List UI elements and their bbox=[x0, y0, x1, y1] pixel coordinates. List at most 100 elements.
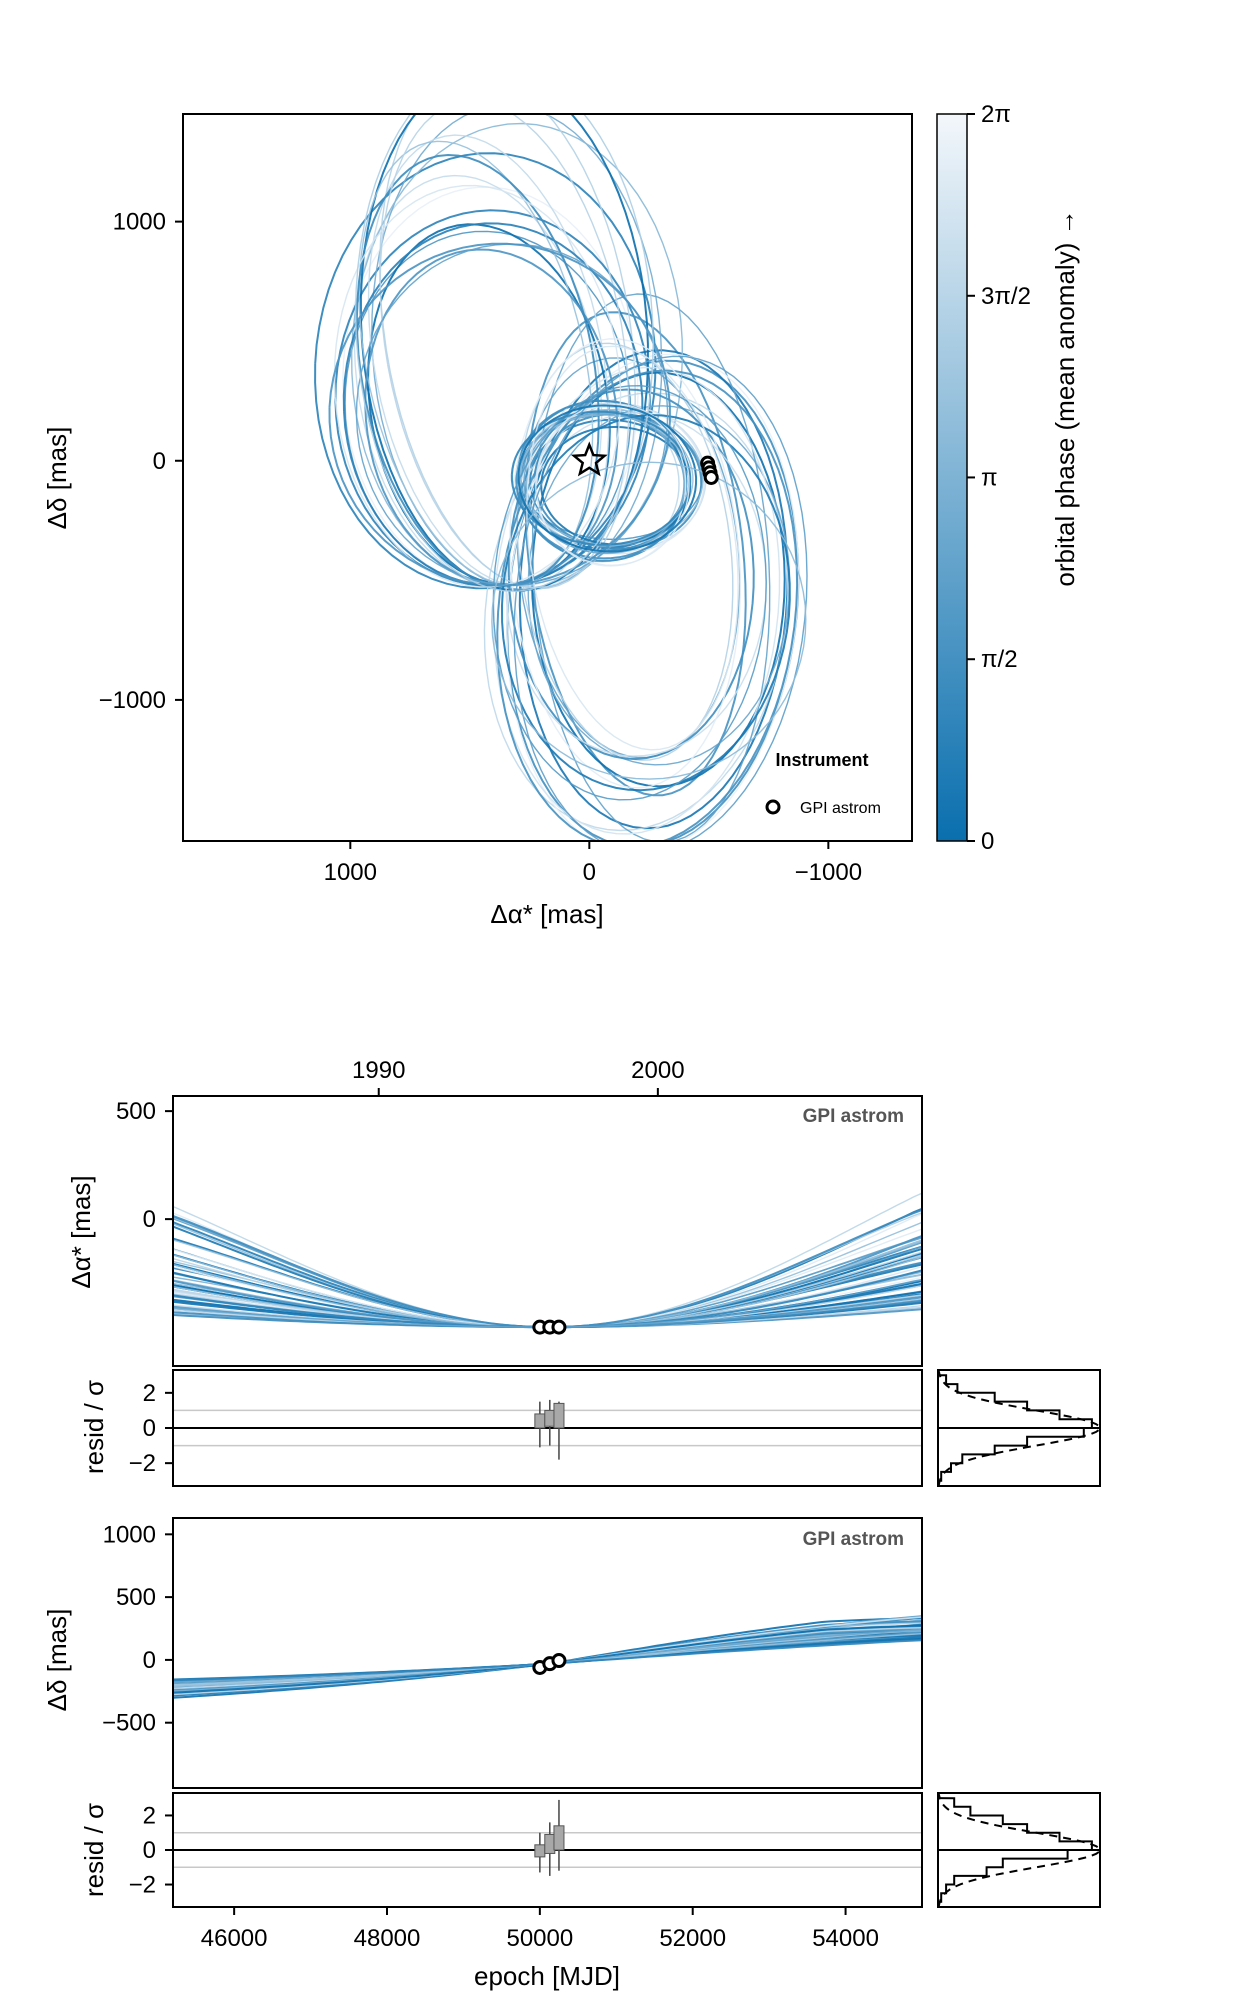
epoch-x-ticks: 46000 48000 50000 52000 54000 bbox=[201, 1907, 879, 1952]
sky-orbit-line bbox=[354, 114, 654, 592]
dec-observation-markers bbox=[532, 1653, 567, 1675]
dec-panel-label: GPI astrom bbox=[803, 1529, 904, 1550]
colorbar-tick-label: 2π bbox=[981, 101, 1011, 128]
dec-resid-box bbox=[544, 1833, 556, 1854]
sky-orbit-line bbox=[355, 243, 669, 587]
sky-plot: 1000 0 −1000 1000 0 −1000 Δα* [mas] Δδ [mas]… bbox=[42, 101, 1080, 929]
sky-x-tick-label: 1000 bbox=[324, 859, 377, 886]
legend-title: Instrument bbox=[775, 750, 868, 770]
sky-xlabel: Δα* [mas] bbox=[490, 899, 603, 929]
ra-resid-box bbox=[553, 1402, 565, 1429]
sky-orbit-line bbox=[358, 140, 594, 586]
legend: Instrument GPI astrom bbox=[765, 750, 881, 817]
ra-top-year-ticks: 1990 2000 bbox=[352, 1057, 685, 1096]
sky-orbit-line bbox=[314, 152, 657, 590]
sky-orbit-line bbox=[367, 134, 610, 587]
sky-y-tick-label: 0 bbox=[153, 448, 166, 475]
sky-orbit-line bbox=[526, 345, 739, 751]
colorbar-ticks: 0 π/2 π 3π/2 2π bbox=[967, 101, 1031, 855]
dec-ylabel: Δδ [mas] bbox=[42, 1609, 72, 1712]
sky-y-ticks: 1000 0 −1000 bbox=[99, 209, 183, 714]
ra-orbit-lines bbox=[173, 1192, 922, 1329]
legend-entry-gpi: GPI astrom bbox=[800, 800, 881, 817]
sky-orbit-line bbox=[492, 384, 767, 801]
ra-resid-y-tick-label: −2 bbox=[129, 1450, 156, 1477]
sky-orbit-line bbox=[534, 403, 690, 567]
sky-observation-point bbox=[703, 470, 719, 485]
ra-resid-histogram bbox=[937, 1369, 1102, 1487]
dec-observation-point bbox=[551, 1653, 567, 1669]
dec-orbit-line bbox=[173, 1629, 922, 1683]
epoch-x-tick-label: 46000 bbox=[201, 1925, 268, 1952]
dec-resid-boxes bbox=[534, 1799, 565, 1876]
dec-resid-y-tick-label: 2 bbox=[143, 1802, 156, 1829]
sky-orbit-line bbox=[520, 408, 704, 546]
dec-y-ticks: 1000 500 0 −500 bbox=[102, 1521, 173, 1737]
ra-time-plot: GPI astrom 500 0 1990 2000 Δα* [mas] bbox=[66, 1057, 923, 1367]
ra-resid-y-ticks: 2 0 −2 bbox=[129, 1380, 173, 1477]
sky-y-tick-label: 1000 bbox=[113, 209, 166, 236]
ra-frame bbox=[172, 1095, 923, 1367]
dec-resid-box bbox=[534, 1844, 546, 1858]
sky-orbit-line bbox=[364, 248, 619, 586]
sky-orbit-line bbox=[355, 153, 600, 587]
epoch-x-tick-label: 48000 bbox=[354, 1925, 421, 1952]
star-icon bbox=[570, 441, 608, 477]
colorbar-gradient bbox=[936, 113, 968, 842]
year-tick-label: 1990 bbox=[352, 1057, 405, 1084]
epoch-x-tick-label: 50000 bbox=[506, 1925, 573, 1952]
legend-marker bbox=[765, 799, 781, 815]
dec-frame bbox=[172, 1517, 923, 1789]
ra-observation-point bbox=[551, 1319, 567, 1335]
ra-y-ticks: 500 0 bbox=[116, 1098, 173, 1233]
dec-y-tick-label: 0 bbox=[143, 1647, 156, 1674]
ra-resid-histogram-marks bbox=[937, 1369, 1102, 1487]
colorbar-tick-label: 0 bbox=[981, 828, 994, 855]
sky-y-tick-label: −1000 bbox=[99, 687, 166, 714]
colorbar-tick-label: π/2 bbox=[981, 646, 1018, 673]
sky-orbit-line bbox=[492, 366, 781, 835]
dec-resid-plot: 2 0 −2 46000 48000 50000 52000 54000 resid / σ… bbox=[79, 1792, 923, 1991]
dec-resid-ylabel: resid / σ bbox=[79, 1803, 109, 1897]
colorbar-tick-label: 3π/2 bbox=[981, 283, 1031, 310]
sky-orbit-line bbox=[367, 223, 611, 586]
dec-orbit-lines bbox=[173, 1615, 922, 1699]
ra-ylabel: Δα* [mas] bbox=[66, 1175, 96, 1288]
colorbar: 0 π/2 π 3π/2 2π orbital phase (mean anomaly)… bbox=[936, 101, 1080, 855]
dec-y-tick-label: 500 bbox=[116, 1584, 156, 1611]
sky-orbit-line bbox=[342, 222, 644, 587]
sky-orbit-line bbox=[328, 242, 671, 587]
dec-time-plot: GPI astrom 1000 500 0 −500 Δδ [mas] bbox=[42, 1517, 923, 1789]
sky-x-tick-label: 0 bbox=[583, 859, 596, 886]
dec-resid-histogram-marks bbox=[937, 1792, 1102, 1908]
ra-resid-box bbox=[544, 1409, 556, 1427]
ra-resid-plot: 2 0 −2 resid / σ bbox=[79, 1369, 923, 1487]
sky-orbit-lines bbox=[314, 114, 808, 841]
sky-orbit-line bbox=[513, 355, 808, 841]
sky-frame bbox=[182, 113, 913, 842]
sky-orbit-line bbox=[509, 338, 742, 789]
ra-observation-markers bbox=[532, 1319, 567, 1335]
ra-y-tick-label: 0 bbox=[143, 1206, 156, 1233]
sky-x-ticks: 1000 0 −1000 bbox=[324, 841, 862, 886]
year-tick-label: 2000 bbox=[631, 1057, 684, 1084]
colorbar-label: orbital phase (mean anomaly) → bbox=[1050, 209, 1080, 586]
dec-resid-box bbox=[553, 1825, 565, 1851]
sky-x-tick-label: −1000 bbox=[795, 859, 862, 886]
epoch-xlabel: epoch [MJD] bbox=[474, 1961, 620, 1991]
colorbar-tick-label: π bbox=[981, 464, 998, 491]
ra-hist-frame bbox=[937, 1369, 1101, 1487]
dec-resid-y-tick-label: 0 bbox=[143, 1837, 156, 1864]
sky-ylabel: Δδ [mas] bbox=[42, 427, 72, 530]
dec-resid-y-ticks: 2 0 −2 bbox=[129, 1802, 173, 1899]
epoch-x-tick-label: 52000 bbox=[659, 1925, 726, 1952]
ra-resid-y-tick-label: 2 bbox=[143, 1380, 156, 1407]
ra-resid-boxes bbox=[534, 1399, 565, 1460]
ra-resid-box bbox=[534, 1413, 546, 1429]
ra-y-tick-label: 500 bbox=[116, 1098, 156, 1125]
dec-y-tick-label: 1000 bbox=[103, 1521, 156, 1548]
sky-orbit-line bbox=[500, 414, 791, 792]
sky-orbit-line bbox=[524, 311, 747, 797]
sky-orbit-line bbox=[379, 114, 630, 589]
